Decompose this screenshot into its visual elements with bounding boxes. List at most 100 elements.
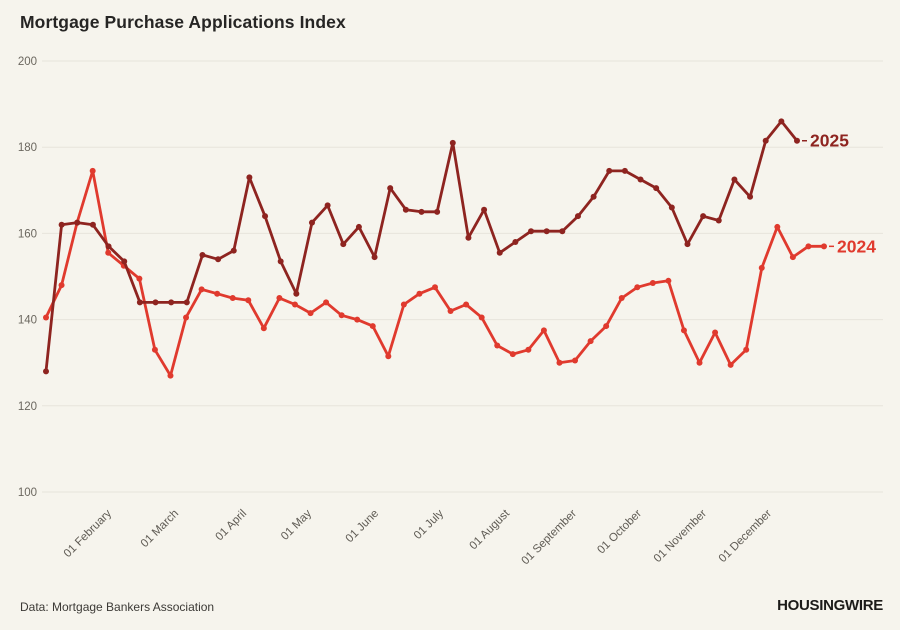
series-2024-point — [369, 323, 376, 330]
series-2025-point — [747, 193, 754, 200]
series-2024-point — [151, 346, 158, 353]
series-2025-point — [308, 219, 315, 226]
series-2024-point — [276, 295, 283, 302]
series-2025-point — [574, 213, 581, 220]
series-2024-point — [307, 310, 314, 317]
series-2024-point — [556, 359, 563, 366]
series-2024-point — [447, 307, 454, 314]
series-2024-point — [463, 301, 470, 308]
series-2024-point — [416, 290, 423, 297]
series-2025-point — [794, 137, 800, 144]
series-2025-point — [715, 217, 722, 224]
data-source-note: Data: Mortgage Bankers Association — [20, 600, 215, 614]
series-2024-point — [291, 301, 298, 308]
series-2024-line — [44, 169, 826, 377]
y-tick-label: 140 — [18, 315, 37, 327]
series-2024-point — [680, 327, 687, 334]
series-2024-point — [774, 223, 781, 230]
series-2025-point — [731, 176, 738, 183]
series-2025-point — [653, 185, 660, 192]
series-2024-label: 2024 — [837, 236, 876, 256]
y-tick-label: 200 — [18, 56, 37, 68]
x-tick-label: 01 March — [139, 508, 181, 550]
series-2025-point — [637, 176, 644, 183]
x-tick-label: 01 June — [344, 508, 381, 545]
series-2024-point — [634, 284, 641, 291]
series-2025-point — [559, 228, 566, 235]
series-2025-point — [449, 139, 456, 146]
series-2024-point — [167, 372, 174, 379]
series-2025-point — [778, 118, 785, 125]
series-2025-point — [418, 208, 425, 215]
series-2025-point — [136, 299, 143, 306]
series-2024-point — [260, 325, 267, 332]
series-2024-point — [696, 359, 703, 366]
y-tick-label: 160 — [18, 228, 37, 240]
series-2025-point — [465, 234, 472, 241]
series-2025-point — [387, 185, 394, 192]
series-2024-point — [214, 290, 221, 297]
series-2024-point — [727, 361, 734, 368]
series-2025-point — [684, 241, 691, 248]
chart-title: Mortgage Purchase Applications Index — [20, 12, 346, 32]
y-tick-label: 100 — [18, 487, 37, 499]
y-axis-labels: 200 180 160 140 120 100 — [18, 56, 37, 499]
y-tick-label: 180 — [18, 142, 37, 154]
series-2024-point — [805, 243, 812, 250]
series-2024-point — [743, 346, 750, 353]
series-2024-point — [494, 342, 501, 349]
series-2024-point — [587, 338, 594, 345]
series-2025-point — [621, 167, 628, 174]
series-2024-point — [136, 275, 143, 282]
series-2024-point — [58, 282, 65, 289]
series-2025-point — [121, 258, 128, 265]
series-2025-point — [152, 299, 159, 306]
series-2024-point — [105, 249, 112, 256]
series-2025-point — [199, 251, 206, 258]
series-2025-point — [183, 299, 190, 306]
series-2024-point — [198, 286, 205, 293]
series-2024-point — [338, 312, 345, 319]
series-2024-point — [323, 299, 330, 306]
series-2025-point — [528, 228, 535, 235]
series-2025-point — [230, 247, 237, 254]
series-2025-point — [668, 204, 675, 211]
series-2025-point — [324, 202, 331, 209]
series-lines — [43, 118, 827, 379]
series-2025-point — [262, 213, 269, 220]
series-2025-point — [58, 221, 65, 228]
x-tick-label: 01 December — [717, 508, 774, 565]
gridlines — [42, 60, 883, 493]
series-2025-point — [512, 239, 519, 246]
series-2024-point — [525, 346, 532, 353]
housingwire-logo: HOUSINGWIRE — [777, 597, 883, 614]
series-2024-point — [354, 316, 361, 323]
series-2025-point — [246, 174, 253, 181]
series-2024-point — [603, 323, 610, 330]
x-tick-label: 01 August — [467, 507, 512, 552]
series-2025-point — [293, 290, 300, 297]
series-2024-point — [572, 357, 579, 364]
x-tick-label: 01 April — [214, 508, 250, 544]
series-2025-point — [168, 299, 175, 306]
series-2025-point — [402, 206, 409, 213]
x-tick-label: 01 July — [412, 507, 446, 541]
series-2025-point — [105, 243, 112, 250]
series-2024-point — [712, 329, 719, 336]
series-2024-point — [665, 277, 672, 284]
series-2025-point — [89, 221, 96, 228]
series-2024-point — [509, 351, 516, 358]
series-2024-point — [432, 284, 438, 291]
series-2025-point — [355, 223, 362, 230]
series-2024-point — [789, 254, 796, 261]
series-2024-point — [43, 314, 49, 321]
series-2024-point — [540, 327, 547, 334]
series-2025-point — [590, 193, 597, 200]
series-2024-point — [183, 314, 190, 321]
series-2024-point — [89, 167, 96, 174]
series-2024-point — [478, 314, 485, 321]
x-tick-label: 01 November — [652, 508, 709, 565]
x-tick-label: 01 October — [595, 508, 644, 557]
series-2024-point — [618, 295, 625, 302]
